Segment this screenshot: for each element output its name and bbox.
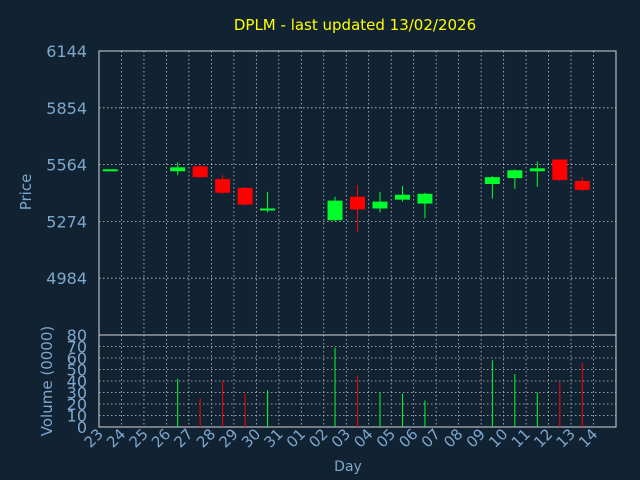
- volume-tick-label: 40: [67, 372, 87, 391]
- candle-body: [529, 168, 545, 172]
- candle-body: [260, 208, 276, 211]
- candle-body: [102, 169, 118, 172]
- day-axis-label: Day: [334, 459, 362, 475]
- candle-body: [372, 201, 388, 209]
- candle-body: [507, 170, 523, 179]
- price-tick-label: 4984: [46, 269, 87, 288]
- price-tick-label: 6144: [46, 42, 87, 61]
- candle-body: [394, 194, 410, 200]
- price-tick-label: 5274: [46, 212, 87, 231]
- candle-body: [215, 179, 231, 193]
- day-tick-label: 14: [575, 425, 601, 451]
- volume-tick-label: 70: [67, 338, 87, 357]
- volume-tick-label: 30: [67, 384, 87, 403]
- price-tick-label: 5854: [46, 99, 87, 118]
- volume-tick-label: 0: [77, 418, 87, 437]
- candle-body: [170, 167, 186, 172]
- price-axis-label: Price: [17, 174, 35, 211]
- candle-body: [192, 166, 208, 178]
- chart-title: DPLM - last updated 13/02/2026: [234, 16, 476, 34]
- volume-tick-label: 50: [67, 361, 87, 380]
- price-panel: 6144 5854 5564 5274 4984: [46, 42, 617, 336]
- candle-body: [552, 159, 568, 181]
- volume-tick-label: 60: [67, 349, 87, 368]
- volume-tick-label: 20: [67, 395, 87, 414]
- volume-tick-label: 10: [67, 407, 87, 426]
- volume-panel: 8070605040302010023242526272829303101020…: [67, 326, 617, 451]
- volume-axis-label: Volume (0000): [38, 326, 56, 436]
- candle-body: [327, 200, 343, 221]
- volume-tick-label: 80: [67, 326, 87, 345]
- candle-body: [350, 196, 365, 210]
- price-tick-label: 5564: [46, 156, 87, 175]
- candle-body: [237, 187, 253, 205]
- candle-body: [574, 181, 590, 190]
- candle-body: [417, 193, 433, 204]
- candle-body: [484, 177, 500, 184]
